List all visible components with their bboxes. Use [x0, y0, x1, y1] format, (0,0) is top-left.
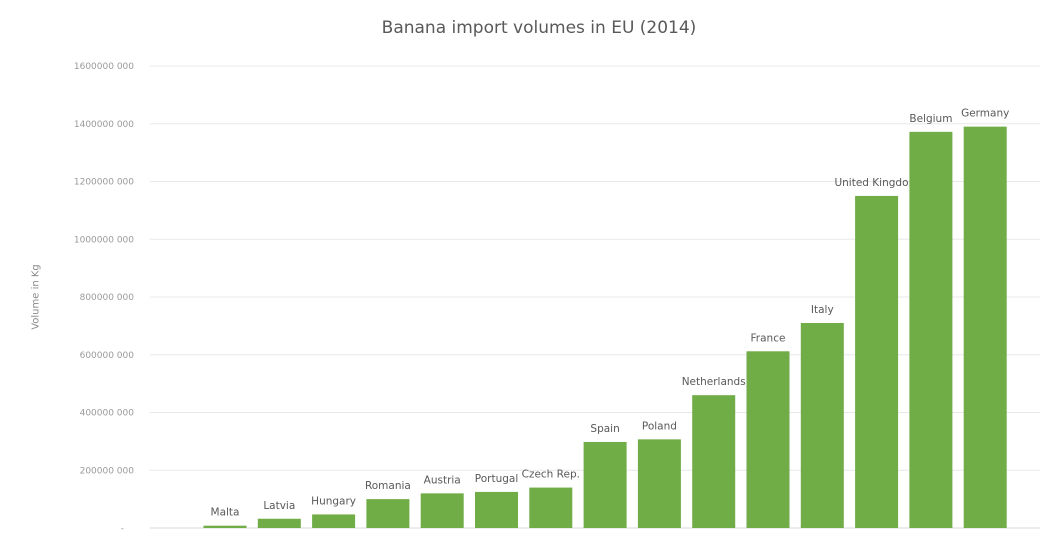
- data-label: Austria: [424, 474, 461, 486]
- bar-france: [746, 351, 790, 528]
- data-label: Portugal: [475, 473, 519, 485]
- y-tick-label: 1000000 000: [74, 235, 134, 245]
- y-tick-label: 800000 000: [80, 293, 135, 303]
- bar-united-kingdom: [855, 195, 899, 528]
- data-label: United Kingdom: [834, 177, 918, 189]
- bar-latvia: [257, 518, 301, 528]
- data-label: Latvia: [263, 500, 295, 512]
- chart-title: Banana import volumes in EU (2014): [381, 18, 697, 38]
- bar-malta: [203, 525, 247, 528]
- bar-netherlands: [692, 395, 736, 528]
- data-label: Italy: [811, 304, 834, 316]
- bar-portugal: [475, 491, 518, 528]
- y-tick-label: 600000 000: [80, 351, 135, 361]
- data-label: Belgium: [909, 113, 952, 125]
- data-label: France: [751, 332, 786, 344]
- bar-poland: [637, 439, 681, 528]
- bar-austria: [420, 493, 464, 528]
- y-tick-label: 1600000 000: [74, 62, 134, 72]
- bar-romania: [366, 499, 410, 528]
- y-tick-label: -: [121, 524, 124, 534]
- bar-germany: [963, 126, 1007, 528]
- bar-hungary: [312, 514, 356, 528]
- bar-spain: [583, 441, 627, 528]
- data-label: Hungary: [311, 495, 356, 507]
- data-label: Germany: [961, 108, 1009, 120]
- data-label: Romania: [365, 480, 411, 492]
- data-label: Czech Rep.: [522, 469, 580, 481]
- bar-italy: [800, 322, 844, 528]
- y-tick-label: 1200000 000: [74, 178, 134, 188]
- data-label: Poland: [642, 420, 677, 432]
- data-label: Spain: [590, 423, 619, 435]
- bar-belgium: [909, 131, 953, 528]
- y-tick-label: 200000 000: [80, 466, 135, 476]
- data-label: Netherlands: [682, 376, 746, 388]
- data-label: Malta: [211, 507, 240, 519]
- y-tick-label: 1400000 000: [74, 120, 134, 130]
- y-tick-label: 400000 000: [80, 409, 135, 419]
- bar-czech-rep: [529, 487, 573, 528]
